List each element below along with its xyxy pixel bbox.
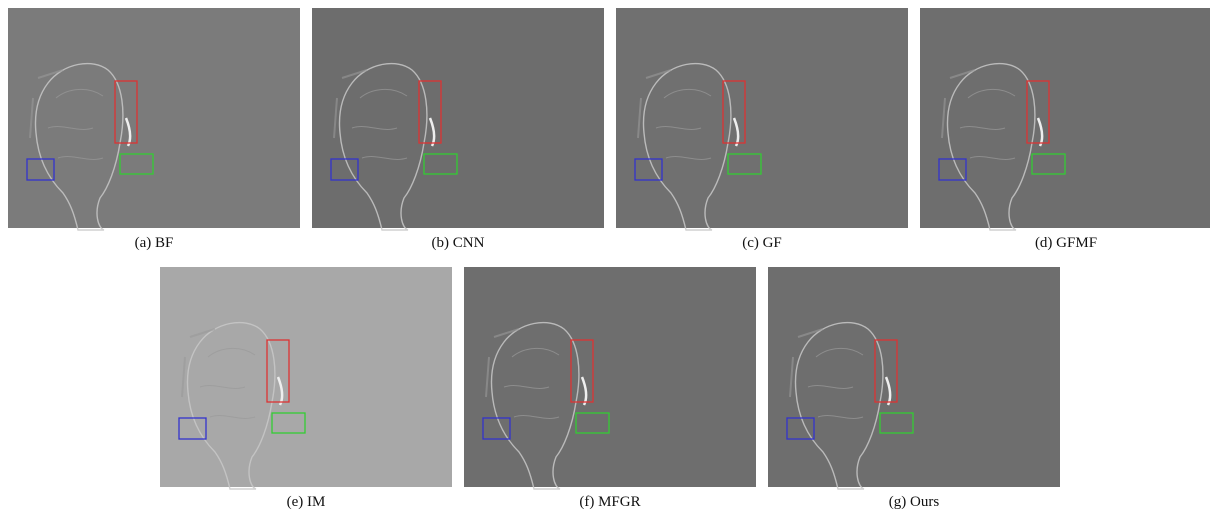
- panel-image: [312, 8, 604, 228]
- page: (a) BF (b) CNN (c) GF (d) GFMF (e) IM (f) MFG…: [0, 0, 1210, 513]
- caption: (e) IM: [287, 494, 326, 510]
- panel: [8, 8, 300, 230]
- caption: (c) GF: [742, 235, 782, 251]
- panel: [160, 267, 452, 489]
- caption: (g) Ours: [889, 494, 940, 510]
- panel: [312, 8, 604, 230]
- panel: [920, 8, 1210, 230]
- caption: (b) CNN: [432, 235, 485, 251]
- panel-image: [616, 8, 908, 228]
- panel-image: [160, 267, 452, 487]
- panel: [616, 8, 908, 230]
- panel-image: [8, 8, 300, 228]
- figure: (a) BF (b) CNN (c) GF (d) GFMF (e) IM (f) MFG…: [0, 0, 1210, 513]
- panel: [464, 267, 756, 489]
- panel-image: [768, 267, 1060, 487]
- caption: (a) BF: [135, 235, 174, 251]
- caption: (f) MFGR: [579, 494, 640, 510]
- panel-image: [464, 267, 756, 487]
- panel-image: [920, 8, 1210, 228]
- caption: (d) GFMF: [1035, 235, 1097, 251]
- panel: [768, 267, 1060, 489]
